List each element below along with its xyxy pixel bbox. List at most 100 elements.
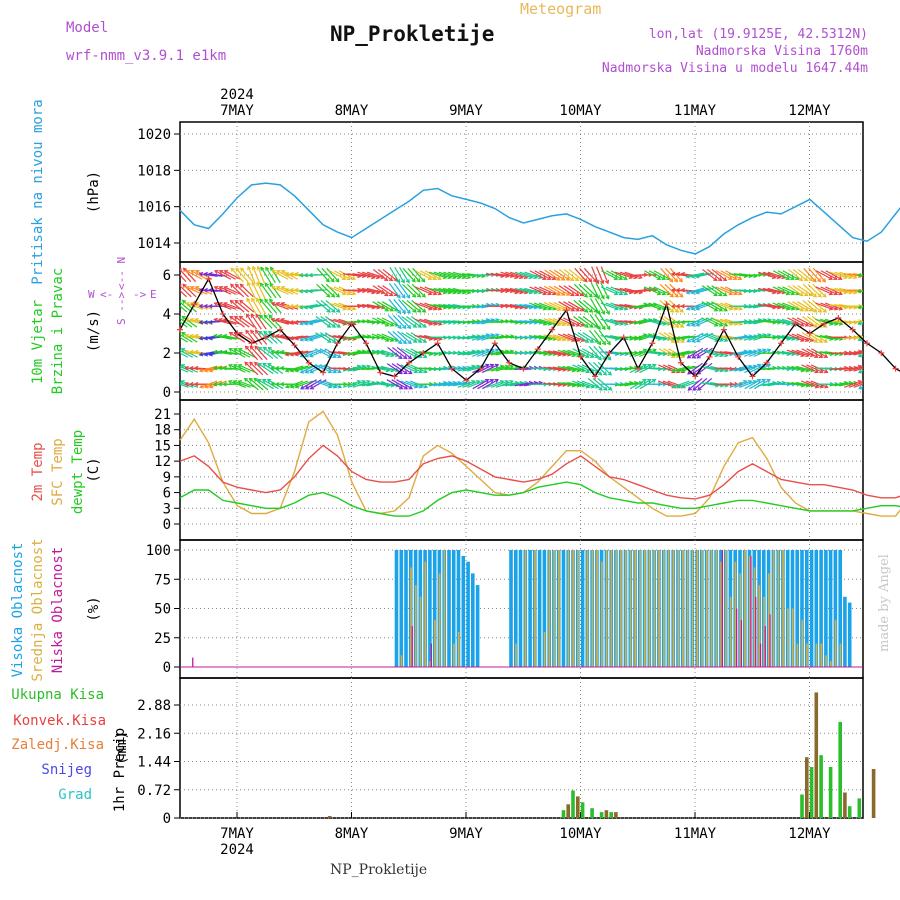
- wind-barb-head: [342, 291, 347, 296]
- wind-barb: [583, 299, 598, 313]
- wind-speed-marker: [262, 334, 269, 341]
- wind-speed-marker: [677, 359, 684, 366]
- wind-barb: [706, 268, 722, 282]
- wind-barb: [214, 270, 232, 280]
- precip-bar: [571, 790, 575, 818]
- wind-barb-head: [294, 368, 299, 373]
- wind-barb-head: [270, 381, 275, 387]
- wind-barb: [230, 283, 245, 298]
- wind-barb-head: [437, 291, 443, 296]
- compass-south: S -->: [115, 292, 128, 325]
- wind-barb-head: [193, 365, 199, 371]
- wind-barb: [878, 302, 894, 311]
- wind-barb: [686, 287, 705, 294]
- wind-barb-head: [494, 363, 500, 368]
- wind-barb: [744, 379, 761, 390]
- wind-barb-head: [180, 379, 185, 385]
- wind-barb: [807, 299, 822, 313]
- wind-barb: [319, 348, 337, 358]
- wind-barb-head: [858, 385, 863, 390]
- wind-barb-head: [337, 384, 343, 389]
- wind-barb-head: [280, 317, 285, 323]
- wind-barb-head: [717, 277, 723, 282]
- temp-line-0: [179, 444, 900, 500]
- wind-barb: [791, 349, 809, 357]
- y-tick-label: 6: [163, 268, 171, 284]
- wind-barb: [874, 332, 888, 343]
- precip-legend: Ukupna KisaKonvek.KisaZaledj.KisaSnijegG…: [11, 687, 106, 803]
- wind-barb: [259, 314, 273, 329]
- y-tick-label: 1018: [137, 163, 171, 179]
- wind-barb: [610, 302, 628, 310]
- wind-barb-head: [738, 291, 743, 296]
- precip-bar: [843, 792, 847, 818]
- cloud-bar-0: [833, 550, 838, 667]
- wind-barb: [734, 380, 752, 388]
- wind-barb-head: [198, 368, 204, 373]
- wind-barb: [476, 304, 495, 309]
- wind-barb-head: [403, 385, 409, 390]
- wind-barb-head: [289, 335, 294, 341]
- cloud-bar-1: [639, 550, 641, 667]
- wind-barb: [786, 333, 805, 342]
- wind-barb: [381, 317, 399, 327]
- wind-barb: [894, 344, 898, 362]
- wind-barb-head: [422, 323, 427, 328]
- wind-barb: [883, 272, 900, 279]
- wind-barb: [181, 332, 198, 343]
- wind-barb: [843, 365, 862, 372]
- wind-barb-head: [489, 379, 495, 384]
- precip-legend-0: Ukupna Kisa: [11, 687, 104, 703]
- wind-speed-marker: [778, 340, 785, 347]
- wind-barb: [696, 347, 713, 359]
- wind-barb: [894, 266, 897, 284]
- wind-barb: [757, 287, 776, 294]
- wind-barb: [254, 345, 268, 361]
- wind-barb-head: [181, 332, 186, 337]
- wind-barb: [410, 316, 427, 328]
- wind-barb: [767, 287, 786, 294]
- axis-unit-label: (mm): [114, 731, 130, 765]
- wind-barb-head: [588, 308, 594, 313]
- wind-barb-head: [893, 281, 897, 284]
- wind-barb: [686, 302, 704, 310]
- wind-barb-head: [403, 370, 408, 375]
- wind-barb-head: [790, 275, 795, 280]
- wind-barb: [863, 335, 880, 341]
- wind-barb-head: [675, 319, 681, 325]
- wind-barb: [748, 334, 767, 341]
- wind-barb: [314, 348, 332, 358]
- wind-barb: [257, 379, 274, 390]
- wind-barb: [595, 282, 605, 299]
- wind-barb-head: [883, 292, 887, 295]
- wind-barb: [388, 314, 402, 329]
- wind-barb: [524, 271, 542, 279]
- wind-barb: [581, 380, 600, 388]
- axis-unit-label: (C): [86, 457, 102, 482]
- wind-barb-head: [249, 345, 254, 350]
- wind-barb-head: [421, 278, 426, 283]
- wind-barb: [638, 289, 657, 293]
- wind-barb-head: [172, 381, 176, 384]
- wind-barb-head: [651, 379, 657, 384]
- wind-barb-head: [289, 287, 294, 293]
- wind-barb-head: [172, 349, 175, 352]
- wind-barb: [562, 317, 580, 327]
- wind-barb-head: [885, 388, 888, 392]
- wind-barb: [290, 365, 309, 372]
- wind-barb-head: [294, 319, 299, 325]
- wind-barb: [419, 302, 437, 310]
- wind-barb: [695, 272, 714, 278]
- wind-barb-head: [238, 332, 243, 337]
- wind-barb: [562, 333, 580, 342]
- wind-barb: [858, 306, 863, 309]
- wind-barb: [600, 282, 610, 299]
- wind-barb: [269, 282, 282, 299]
- wind-barb-head: [309, 385, 315, 390]
- wind-barb-head: [803, 277, 809, 282]
- wind-barb: [239, 299, 255, 313]
- cloud-bar-1: [610, 550, 613, 667]
- wind-barb-head: [601, 340, 607, 346]
- wind-barb-head: [722, 277, 728, 282]
- wind-barb: [558, 301, 575, 312]
